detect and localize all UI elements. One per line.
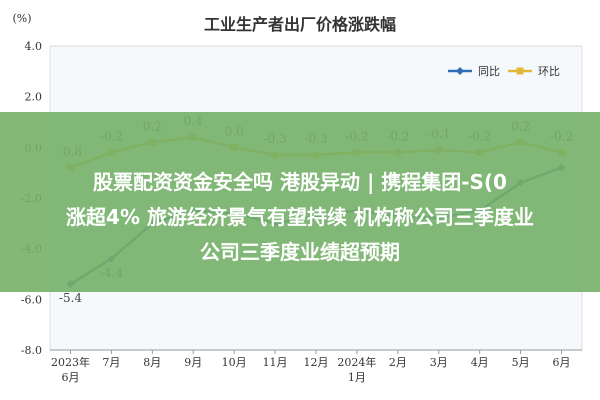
x-tick-label: 6月 <box>61 371 79 384</box>
x-tick-label: 11月 <box>263 356 288 369</box>
data-label: -5.4 <box>59 291 83 305</box>
x-tick-label: 9月 <box>184 356 202 369</box>
x-tick-label: 5月 <box>512 356 530 369</box>
legend-label: 同比 <box>478 65 500 78</box>
x-tick-label: 2024年 <box>337 355 376 369</box>
x-tick-label: 8月 <box>143 356 161 369</box>
x-tick-label: 10月 <box>222 356 247 369</box>
x-tick-label: 7月 <box>102 356 120 369</box>
legend-label: 环比 <box>538 65 560 78</box>
y-tick-label: -8.0 <box>21 344 42 357</box>
legend-marker <box>456 67 464 75</box>
x-tick-label: 2月 <box>389 356 407 369</box>
y-tick-label: -6.0 <box>21 293 42 306</box>
y-axis-unit-label: (%) <box>12 12 31 25</box>
x-tick-label: 1月 <box>348 371 366 384</box>
overlay-headline-line-2: 涨超4% 旅游经济景气有望持续 机构称公司三季度业 <box>66 205 534 229</box>
overlay-headline-line-3: 公司三季度业绩超预期 <box>200 240 400 264</box>
legend-marker <box>516 67 524 75</box>
x-tick-label: 2023年 <box>51 355 90 369</box>
overlay-headline-line-1: 股票配资资金安全吗 港股异动 | 携程集团-S(0 <box>93 170 507 194</box>
x-tick-label: 6月 <box>553 356 571 369</box>
y-tick-label: 2.0 <box>25 91 43 104</box>
x-tick-label: 3月 <box>430 356 448 369</box>
x-tick-label: 12月 <box>304 356 329 369</box>
x-tick-label: 4月 <box>471 356 489 369</box>
promo-overlay-banner <box>0 112 600 292</box>
chart-legend: 同比 环比 <box>448 65 560 78</box>
y-tick-label: 4.0 <box>25 40 43 53</box>
chart-title: 工业生产者出厂价格涨跌幅 <box>204 15 396 34</box>
